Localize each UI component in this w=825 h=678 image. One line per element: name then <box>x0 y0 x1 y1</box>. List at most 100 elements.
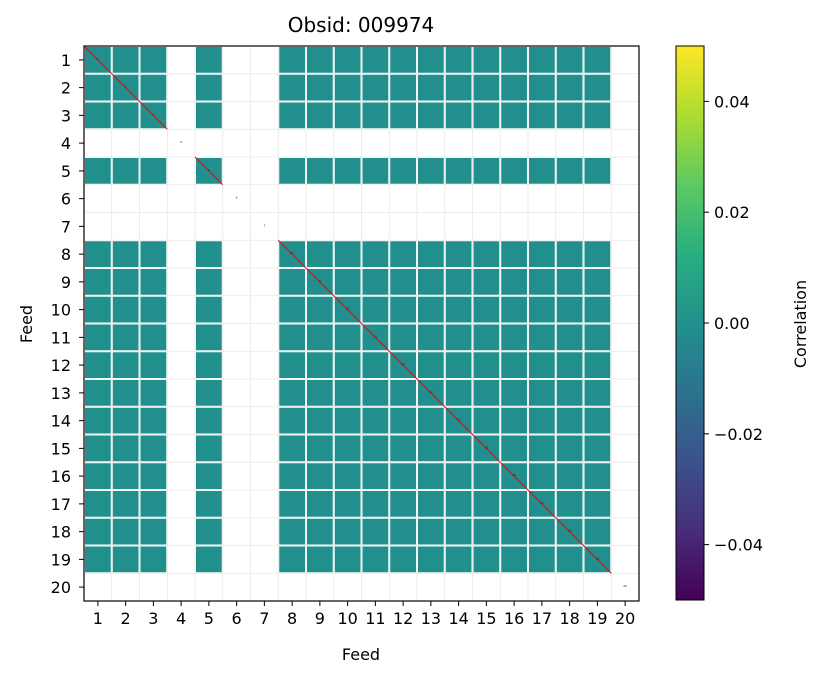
heatmap-cell <box>584 324 611 351</box>
heatmap-cell <box>418 241 444 267</box>
heatmap-cell <box>501 546 527 573</box>
heatmap-cell <box>334 352 361 378</box>
heatmap-cell <box>501 491 527 517</box>
heatmap-cell <box>529 324 555 351</box>
diagonal-segment <box>499 461 529 491</box>
heatmap-cell <box>362 47 389 73</box>
heatmap-cell <box>556 74 583 101</box>
heatmap-cell <box>307 324 333 351</box>
heatmap-cell <box>279 518 305 545</box>
heatmap-cell <box>445 491 472 517</box>
y-tick-label: 11 <box>51 328 71 347</box>
heatmap-cell <box>445 518 472 545</box>
heatmap-cell <box>584 352 611 378</box>
diagonal-feed-label: 10 <box>346 307 350 311</box>
heatmap-cell <box>418 546 444 573</box>
heatmap-cell <box>362 241 389 267</box>
heatmap-cell <box>584 158 611 184</box>
heatmap-cell <box>85 74 111 101</box>
heatmap-cell <box>279 463 305 489</box>
y-tick-label: 17 <box>51 495 71 514</box>
heatmap-cell <box>140 158 167 184</box>
heatmap-cell <box>584 435 611 462</box>
heatmap-cell <box>584 47 611 73</box>
heatmap-cell <box>529 102 555 129</box>
heatmap-cell <box>473 352 500 378</box>
diagonal-feed-label: 12 <box>401 362 405 366</box>
heatmap-cell <box>307 352 333 378</box>
heatmap-cell <box>334 47 361 73</box>
y-tick-label: 2 <box>61 79 71 98</box>
heatmap-cell <box>362 491 389 517</box>
x-axis-ticks: 1 2 3 4 5 6 7 8 9 10 11 12 13 14 15 16 17 18 19 20 <box>93 601 635 628</box>
diagonal-segment <box>111 73 140 102</box>
heatmap-cell <box>196 518 222 545</box>
heatmap-cell <box>362 269 389 295</box>
heatmap-cell <box>112 324 139 351</box>
colorbar-tick-label: 0.02 <box>714 203 750 222</box>
heatmap-cell <box>529 269 555 295</box>
heatmap-cell <box>529 546 555 573</box>
diagonal-feed-label: 2 <box>125 85 127 89</box>
heatmap-cell <box>556 158 583 184</box>
heatmap-cell <box>362 518 389 545</box>
heatmap-cell <box>307 102 333 129</box>
diagonal-segment <box>139 101 168 130</box>
heatmap-cell <box>556 241 583 267</box>
colorbar-tick-label: −0.02 <box>714 425 763 444</box>
heatmap-cell <box>473 74 500 101</box>
heatmap-cell <box>418 47 444 73</box>
colorbar-tick-label: 0.04 <box>714 92 750 111</box>
heatmap-cell <box>418 324 444 351</box>
heatmap-cell <box>279 435 305 462</box>
heatmap-cell <box>362 158 389 184</box>
heatmap-cell <box>112 518 139 545</box>
heatmap-cell <box>529 241 555 267</box>
heatmap-cell <box>473 324 500 351</box>
heatmap-cell <box>140 352 167 378</box>
heatmap-cell <box>390 241 416 267</box>
diagonal-feed-label: 17 <box>540 501 544 505</box>
x-tick-label: 18 <box>559 609 579 628</box>
diagonal-feed-label: 16 <box>512 473 516 477</box>
heatmap-cell <box>112 546 139 573</box>
heatmap-cell <box>473 102 500 129</box>
heatmap-cell <box>362 102 389 129</box>
heatmap-cell <box>584 241 611 267</box>
heatmap-cell <box>112 491 139 517</box>
diagonal-feed-label: 5 <box>208 168 210 172</box>
y-tick-label: 18 <box>51 523 71 542</box>
heatmap-cell <box>445 74 472 101</box>
heatmap-cell <box>473 241 500 267</box>
heatmap-cell <box>501 296 527 323</box>
x-tick-label: 9 <box>315 609 325 628</box>
heatmap-cell <box>307 435 333 462</box>
heatmap-cell <box>307 546 333 573</box>
colorbar-ticks: −0.04 −0.02 0.00 0.02 0.04 <box>704 92 763 555</box>
diagonal-segment <box>83 45 113 75</box>
heatmap-cell <box>418 407 444 434</box>
heatmap-cell <box>473 518 500 545</box>
x-tick-label: 17 <box>532 609 552 628</box>
diagonal-segment <box>333 295 362 324</box>
heatmap-cell <box>584 491 611 517</box>
heatmap-cell <box>473 380 500 406</box>
heatmap-cell <box>529 296 555 323</box>
heatmap-cell <box>334 102 361 129</box>
heatmap-cell <box>501 102 527 129</box>
heatmap-cell <box>501 435 527 462</box>
diagonal-feed-label: 1 <box>97 57 99 61</box>
y-tick-label: 12 <box>51 356 71 375</box>
x-tick-label: 19 <box>587 609 607 628</box>
y-axis-label: Feed <box>17 305 36 343</box>
heatmap-cell <box>362 380 389 406</box>
heatmap-cell <box>529 74 555 101</box>
heatmap-cell <box>362 463 389 489</box>
heatmap-cell <box>140 491 167 517</box>
heatmap-cell <box>529 380 555 406</box>
y-tick-label: 5 <box>61 162 71 181</box>
heatmap-cell <box>501 158 527 184</box>
heatmap-cell <box>196 352 222 378</box>
heatmap-cell <box>307 158 333 184</box>
